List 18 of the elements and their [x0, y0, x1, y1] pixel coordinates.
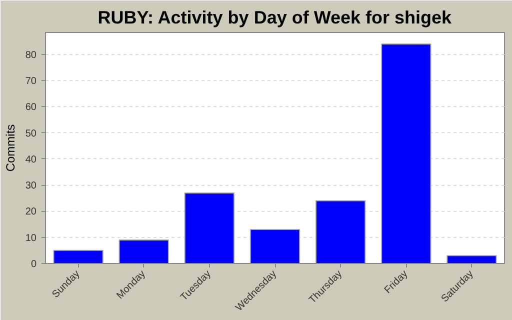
y-tick-label: 70: [25, 76, 37, 88]
y-tick-label: 60: [25, 102, 37, 114]
chart-title: RUBY: Activity by Day of Week for shigek: [98, 8, 453, 28]
bar: [381, 44, 432, 264]
bar: [250, 229, 300, 264]
y-tick-label: 50: [25, 128, 37, 140]
y-tick-label: 0: [30, 259, 37, 270]
y-tick-label: 10: [25, 232, 37, 244]
bar: [53, 250, 104, 264]
y-tick-label: 30: [25, 180, 37, 192]
y-tick-label: 80: [25, 50, 37, 61]
bar: [118, 239, 169, 264]
y-tick-label: 20: [25, 206, 37, 218]
bar: [315, 200, 366, 264]
bar: [184, 192, 235, 264]
y-tick-label: 40: [25, 154, 37, 166]
y-axis-title: Commits: [3, 124, 18, 172]
bar: [446, 255, 497, 264]
